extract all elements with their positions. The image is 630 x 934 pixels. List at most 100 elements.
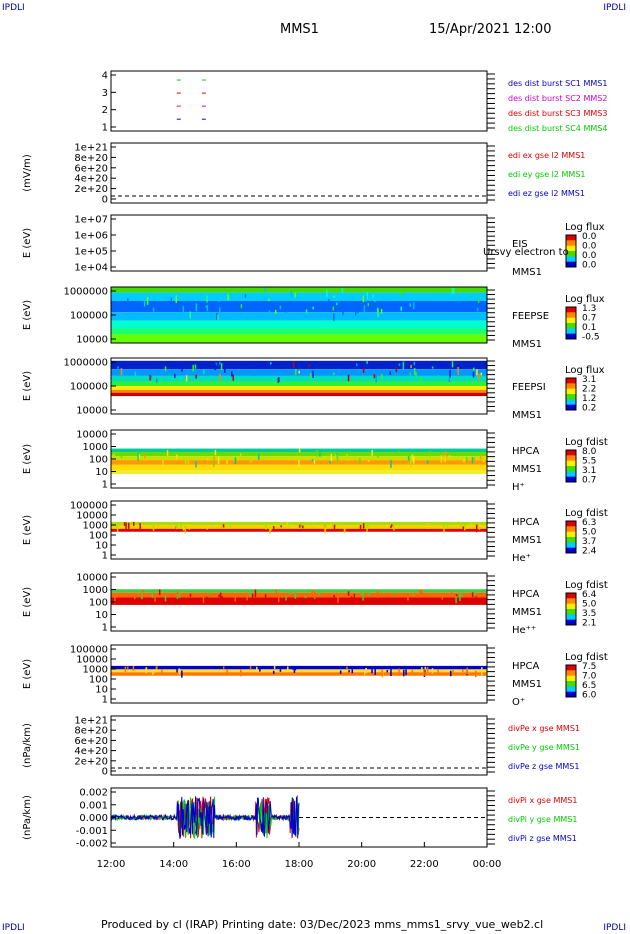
spectrogram-speckle <box>182 305 185 314</box>
legend-entry: divPi x gse MMS1 <box>508 796 577 805</box>
spectrogram-band <box>111 320 487 329</box>
y-tick-label: 6e+20 <box>74 163 108 174</box>
colorbar-tick: 5.0 <box>582 528 597 538</box>
spectrogram-speckle <box>371 449 373 456</box>
colorbar-swatch <box>566 388 576 395</box>
spectrogram-band <box>111 521 487 526</box>
spectrogram-speckle <box>466 456 468 462</box>
spectrogram-speckle <box>175 295 177 303</box>
spectrogram-speckle <box>218 594 220 598</box>
spectrogram-speckle <box>403 666 406 669</box>
spectrogram-band <box>111 360 487 370</box>
spectrogram-band <box>111 669 487 673</box>
legend-entry: divPe x gse MMS1 <box>508 724 580 733</box>
spectrogram-speckle <box>441 595 444 600</box>
colorbar-swatch <box>566 450 576 456</box>
spectrogram-speckle <box>371 668 373 674</box>
y-tick-label: 100 <box>89 598 108 609</box>
spectrogram-band <box>111 456 487 461</box>
colorbar-title: Log flux <box>565 222 605 233</box>
spectrogram-speckle <box>412 456 415 464</box>
spectrogram-speckle <box>257 453 260 460</box>
spectrogram-speckle <box>304 596 307 599</box>
spectrogram-speckle <box>403 669 405 677</box>
y-tick-label: 2e+20 <box>74 756 108 767</box>
colorbar-swatch <box>566 251 576 257</box>
spectrogram-speckle <box>217 314 219 320</box>
spectrogram-speckle <box>354 309 357 316</box>
spectrogram-speckle <box>443 524 445 533</box>
colorbar-tick: 2.1 <box>582 619 596 629</box>
spectrogram-speckle <box>145 667 148 671</box>
y-tick-label: 1000 <box>83 442 108 453</box>
spectrogram-speckle <box>239 669 242 677</box>
panel-feeps_e <box>110 286 577 344</box>
spectrogram-speckle <box>126 666 129 669</box>
spectrogram-speckle <box>202 596 205 603</box>
spectrogram-speckle <box>459 523 462 527</box>
y-axis-label: (mV/m) <box>22 154 33 192</box>
y-tick-label: 10 <box>95 685 108 696</box>
spectrogram-speckle <box>176 524 179 528</box>
y-axis-label: E (eV) <box>22 300 33 330</box>
panel-label: EIS <box>512 239 528 250</box>
spectrogram-speckle <box>326 289 328 298</box>
colorbar-title: Log fdist <box>565 437 608 448</box>
spectrogram-speckle <box>264 594 267 599</box>
spectrogram-speckle <box>116 526 119 533</box>
spectrogram-speckle <box>353 593 356 600</box>
spectrogram-speckle <box>459 593 461 602</box>
spectrogram-speckle <box>373 374 376 379</box>
spectrogram-speckle <box>350 596 353 602</box>
colorbar-tick: 6.4 <box>582 590 597 600</box>
spectrogram-speckle <box>478 373 480 381</box>
spectrogram-speckle <box>325 526 328 530</box>
spectrogram-speckle <box>213 456 216 461</box>
colorbar-title: Log fdist <box>565 508 608 519</box>
colorbar-frame <box>565 520 577 554</box>
spectrogram-band <box>111 464 487 471</box>
spectrogram-speckle <box>294 668 297 671</box>
spectrogram-speckle <box>289 591 292 595</box>
colorbar-swatch <box>566 476 576 483</box>
spectrogram-speckle <box>411 454 414 461</box>
spectrogram-speckle <box>363 305 366 313</box>
spectrogram-speckle <box>480 372 483 376</box>
spectrogram-speckle <box>143 299 146 307</box>
spectrogram-speckle <box>193 312 195 317</box>
spectrogram-speckle <box>319 452 321 457</box>
spectrogram-speckle <box>375 375 377 383</box>
spectrogram-speckle <box>249 593 252 598</box>
spectrogram-band <box>111 381 487 386</box>
panel-hpca_o <box>110 644 577 704</box>
spectrogram-speckle <box>475 524 478 533</box>
spectrogram-speckle <box>451 287 454 294</box>
spectrogram-speckle <box>410 364 412 369</box>
spectrogram-speckle <box>473 457 476 464</box>
spectrogram-speckle <box>184 460 187 465</box>
spectrogram-speckle <box>214 363 216 371</box>
spectrogram-speckle <box>178 668 181 675</box>
colorbar-frame <box>565 664 577 698</box>
spectrogram-speckle <box>431 668 434 674</box>
spectrogram-speckle <box>429 450 431 457</box>
panel-eis <box>110 214 577 272</box>
colorbar-tick: 0.0 <box>582 232 597 242</box>
spectrogram-speckle <box>195 460 197 468</box>
spectrogram-speckle <box>127 298 129 306</box>
y-tick-label: 100000 <box>70 645 108 656</box>
spectrogram-speckle <box>405 669 407 676</box>
spectrogram-speckle <box>286 522 289 528</box>
x-tick-label: 16:00 <box>222 859 251 870</box>
spectrogram-speckle <box>234 457 237 465</box>
legend-entry: edi ey gse l2 MMS1 <box>508 170 586 179</box>
colorbar-swatch <box>566 399 576 406</box>
spectrogram-speckle <box>437 669 439 673</box>
spectrogram-speckle <box>205 305 208 308</box>
spectrogram-speckle <box>363 670 366 675</box>
spectrogram-speckle <box>229 523 232 529</box>
colorbar-swatch <box>566 593 576 599</box>
spectrogram-speckle <box>298 370 300 374</box>
spectrogram-speckle <box>181 365 183 372</box>
colorbar-swatch <box>566 404 576 411</box>
